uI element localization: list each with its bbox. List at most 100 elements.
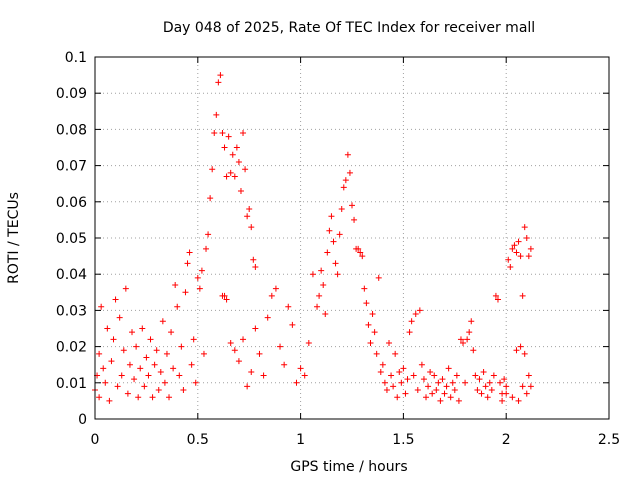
data-point [338,206,345,213]
data-point [151,361,158,368]
data-point [217,72,224,79]
data-point [316,292,323,299]
data-point [410,372,417,379]
data-point [470,347,477,354]
data-point [293,379,300,386]
data-point [523,235,530,241]
data-point [451,387,458,394]
data-point [527,245,534,252]
data-point [334,271,341,278]
x-tick-label: 1.5 [392,432,414,448]
data-point [460,339,467,346]
data-point [268,292,275,299]
data-point [509,245,516,252]
data-point [390,383,397,390]
data-point [320,282,327,289]
x-axis-label: GPS time / hours [290,459,407,475]
x-tick-label: 0 [91,432,100,448]
data-point [466,329,473,336]
data-point [408,318,415,325]
data-point [513,347,520,354]
data-point [482,383,489,390]
data-point [242,166,249,173]
data-point [336,231,343,238]
data-point [359,253,366,260]
data-point [225,133,232,140]
data-point [260,372,267,379]
data-point [478,390,485,397]
data-point [357,249,364,256]
data-point [373,350,380,357]
data-point [472,372,479,379]
data-point [361,285,368,292]
data-point [462,379,469,386]
data-point [190,336,197,343]
data-point [486,379,493,386]
data-point [521,350,528,357]
data-point [517,253,524,260]
data-point [388,372,395,379]
data-point [324,249,331,256]
data-point [505,256,512,263]
data-point [453,372,460,379]
data-point [309,271,316,278]
data-point [431,372,438,379]
data-point [340,184,347,191]
data-point [221,292,228,299]
data-point [525,253,532,260]
data-point [131,376,138,383]
data-point [235,158,242,165]
data-point [490,372,497,379]
data-point [322,311,329,318]
data-point [246,206,253,213]
data-point [420,376,427,383]
x-tick-label: 1 [296,432,305,448]
data-point [213,111,220,118]
data-point [443,383,450,390]
data-point [133,343,140,350]
data-point [143,354,150,361]
data-point [499,397,506,404]
data-point [235,358,242,365]
y-axis-label: ROTI / TECUs [6,192,22,284]
data-point [519,383,526,390]
data-point [425,383,432,390]
data-point [112,296,119,303]
data-point [326,227,333,234]
data-point [412,311,419,318]
data-point [381,379,388,386]
data-point [237,187,244,194]
data-point [182,289,189,296]
data-point [355,245,362,252]
y-tick-label: 0.06 [56,195,87,211]
data-point [194,274,201,281]
data-point [363,300,370,307]
data-point [445,365,452,372]
data-point [155,387,162,394]
data-point [511,242,518,249]
data-point [437,397,444,404]
data-point [501,376,508,383]
data-point [439,376,446,383]
data-points [92,72,534,404]
data-point [126,361,133,368]
data-point [318,267,325,274]
data-point [240,130,247,137]
data-point [383,387,390,394]
y-tick-label: 0.01 [56,376,87,392]
data-point [227,169,234,176]
data-point [449,379,456,386]
data-point [447,394,454,401]
data-point [108,358,115,365]
data-point [441,390,448,397]
data-point [484,394,491,401]
data-point [515,238,522,245]
data-point [145,372,152,379]
data-point [124,390,131,397]
data-point [184,260,191,267]
data-point [157,368,164,375]
data-point [264,314,271,321]
data-point [277,343,284,350]
y-tick-label: 0.09 [56,86,87,102]
